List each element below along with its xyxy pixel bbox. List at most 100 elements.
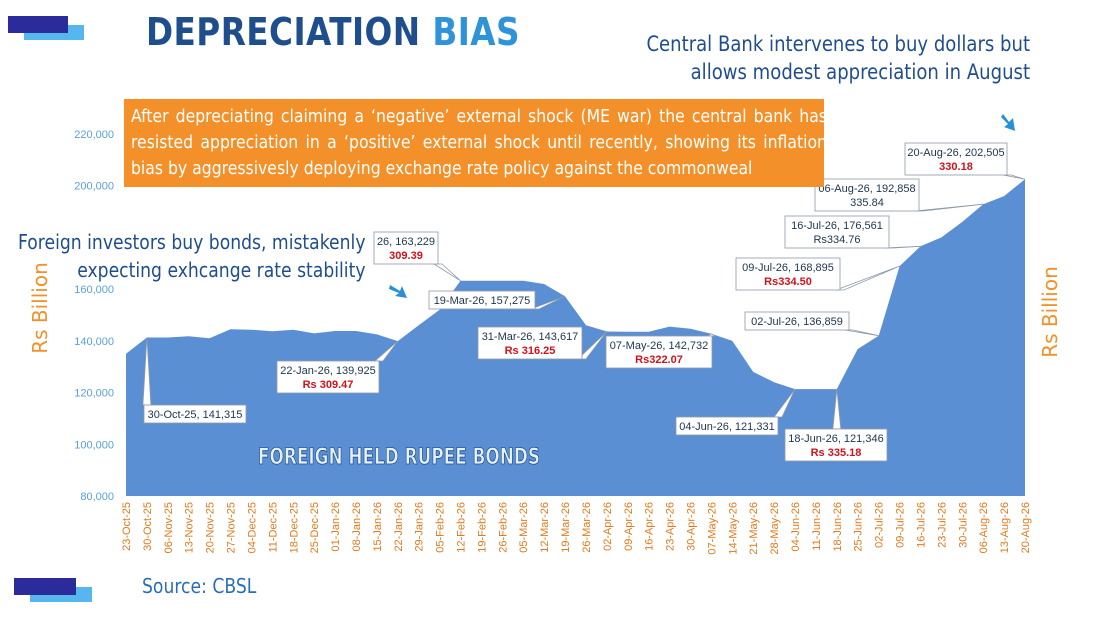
x-tick-label: 23-Oct-25 — [121, 502, 133, 551]
x-tick-label: 30-Oct-25 — [142, 502, 154, 551]
x-tick-label: 07-May-26 — [706, 502, 718, 555]
annotation-callout: 30-Oct-25, 141,315 — [142, 337, 247, 424]
x-tick-label: 08-Jan-26 — [351, 502, 363, 552]
x-tick-label: 30-Jul-26 — [957, 502, 969, 548]
y-tick-label: 220,000 — [74, 129, 114, 141]
x-tick-label: 09-Apr-26 — [623, 502, 635, 551]
x-tick-label: 15-Jan-26 — [372, 502, 384, 552]
callout-box — [477, 326, 583, 360]
x-tick-label: 16-Apr-26 — [644, 502, 656, 551]
x-tick-label: 23-Jul-26 — [936, 502, 948, 548]
callout-rate: Rs 316.25 — [505, 345, 556, 357]
callout-label: 18-Jun-26, 121,346 — [788, 433, 883, 445]
callout-pointer — [432, 263, 461, 282]
annotation-callout: 19-Mar-26, 157,275 — [428, 290, 566, 310]
x-tick-label: 19-Feb-26 — [476, 502, 488, 553]
callout-box — [428, 290, 536, 310]
title-part2: BIAS — [432, 10, 520, 54]
y-tick-label: 160,000 — [74, 284, 114, 296]
top-left-decor-dark — [8, 16, 68, 33]
x-tick-label: 05-Feb-26 — [435, 502, 447, 553]
x-axis-ticks: 23-Oct-25 30-Oct-25 06-Nov-25 13-Nov-25 20-N… — [121, 502, 1032, 555]
x-tick-label: 26-Mar-26 — [581, 502, 593, 553]
callout-pointer — [844, 329, 879, 337]
investor-note-line2: expecting exhcange rate stability — [77, 258, 366, 282]
bottom-left-decor-dark — [14, 578, 76, 595]
x-tick-label: 18-Jun-26 — [832, 502, 844, 552]
x-tick-label: 18-Dec-25 — [288, 502, 300, 553]
callout-rate: Rs334.76 — [813, 234, 860, 246]
callout-label: 04-Jun-26, 121,331 — [679, 421, 774, 433]
x-tick-label: 06-Aug-26 — [978, 502, 990, 553]
y-tick-label: 140,000 — [74, 336, 114, 348]
callout-label: 07-May-26, 142,732 — [610, 340, 708, 352]
callout-label: 02-Jul-26, 136,859 — [751, 316, 843, 328]
source-note: Source: CBSL — [142, 574, 257, 598]
callout-pointer — [835, 265, 900, 291]
callout-box — [373, 231, 439, 265]
callout-rate: Rs 335.18 — [811, 447, 862, 459]
arrow-icon-left — [389, 285, 407, 298]
commentary-box: After depreciating claiming a ‘negative’… — [124, 99, 824, 187]
callout-label: 06-Aug-26, 192,858 — [818, 183, 915, 195]
series-label: FOREIGN HELD RUPEE BONDS — [258, 445, 540, 470]
callout-label: 19-Mar-26, 157,275 — [434, 295, 531, 307]
intervention-note: Central Bank intervenes to buy dollars b… — [646, 30, 1030, 86]
callout-box — [744, 311, 850, 331]
annotation-callout: 31-Mar-26, 143,617 Rs 316.25 — [477, 326, 608, 360]
callout-label: 22-Jan-26, 139,925 — [280, 365, 375, 377]
annotation-callout: 20-Aug-26, 202,505 330.18 — [904, 142, 1026, 180]
x-tick-label: 28-May-26 — [769, 502, 781, 555]
x-tick-label: 12-Feb-26 — [456, 502, 468, 553]
annotation-callout: 09-Jul-26, 168,895 Rs334.50 — [735, 257, 900, 291]
callout-box — [904, 142, 1008, 176]
callout-label: 26, 163,229 — [377, 236, 435, 248]
callout-rate: 309.39 — [389, 250, 423, 262]
y-tick-label: 120,000 — [74, 388, 114, 400]
callout-box — [276, 360, 380, 394]
callout-box — [143, 404, 247, 424]
commentary-text: After depreciating claiming a ‘negative’… — [130, 106, 824, 179]
page-title: DEPRECIATION BIAS — [146, 10, 520, 54]
callout-rate: 335.84 — [850, 197, 884, 209]
x-tick-label: 06-Nov-25 — [163, 502, 175, 553]
callout-box — [784, 215, 890, 249]
callout-label: 30-Oct-25, 141,315 — [148, 409, 243, 421]
callout-rate: Rs322.07 — [635, 354, 683, 366]
callout-pointer — [884, 245, 921, 249]
callout-label: 31-Mar-26, 143,617 — [482, 331, 579, 343]
x-tick-label: 25-Jun-26 — [853, 502, 865, 552]
title-part1: DEPRECIATION — [146, 10, 421, 54]
x-tick-label: 23-Apr-26 — [665, 502, 677, 551]
annotation-callout: 02-Jul-26, 136,859 — [744, 311, 879, 337]
callout-pointer — [1002, 174, 1026, 180]
x-tick-label: 09-Jul-26 — [895, 502, 907, 548]
callout-box — [735, 257, 841, 291]
callout-box — [814, 178, 920, 212]
y-axis-ticks: 80,000 100,000 120,000 140,000 160,000 200,00… — [74, 129, 114, 503]
annotations: 30-Oct-25, 141,315 22-Jan-26, 139,925 Rs 3… — [142, 142, 1026, 462]
x-tick-label: 19-Mar-26 — [560, 502, 572, 553]
callout-rate: Rs334.50 — [764, 276, 812, 288]
y-tick-label: 200,000 — [74, 181, 114, 193]
x-tick-label: 13-Aug-26 — [999, 502, 1011, 553]
x-tick-label: 16-Jul-26 — [915, 502, 927, 548]
callout-rate: Rs 309.47 — [303, 379, 354, 391]
callout-pointer — [914, 203, 984, 212]
x-tick-label: 14-May-26 — [727, 502, 739, 555]
callout-rate: 330.18 — [939, 161, 973, 173]
x-tick-label: 25-Dec-25 — [309, 502, 321, 553]
callout-box — [605, 335, 713, 369]
x-tick-label: 20-Aug-26 — [1020, 502, 1032, 553]
annotation-callout: 04-Jun-26, 121,331 — [675, 388, 796, 436]
annotation-callout: 06-Aug-26, 192,858 335.84 — [814, 178, 984, 212]
x-tick-label: 30-Apr-26 — [685, 502, 697, 551]
x-tick-label: 05-Mar-26 — [518, 502, 530, 553]
annotation-callout: 22-Jan-26, 139,925 Rs 309.47 — [276, 340, 399, 394]
investor-note: Foreign investors buy bonds, mistakenly … — [18, 228, 366, 284]
x-tick-label: 11-Jun-26 — [811, 502, 823, 551]
x-tick-label: 02-Apr-26 — [602, 502, 614, 551]
annotation-callout: 18-Jun-26, 121,346 Rs 335.18 — [784, 389, 888, 462]
x-tick-label: 12-Mar-26 — [539, 502, 551, 553]
x-tick-label: 04-Dec-25 — [246, 502, 258, 553]
